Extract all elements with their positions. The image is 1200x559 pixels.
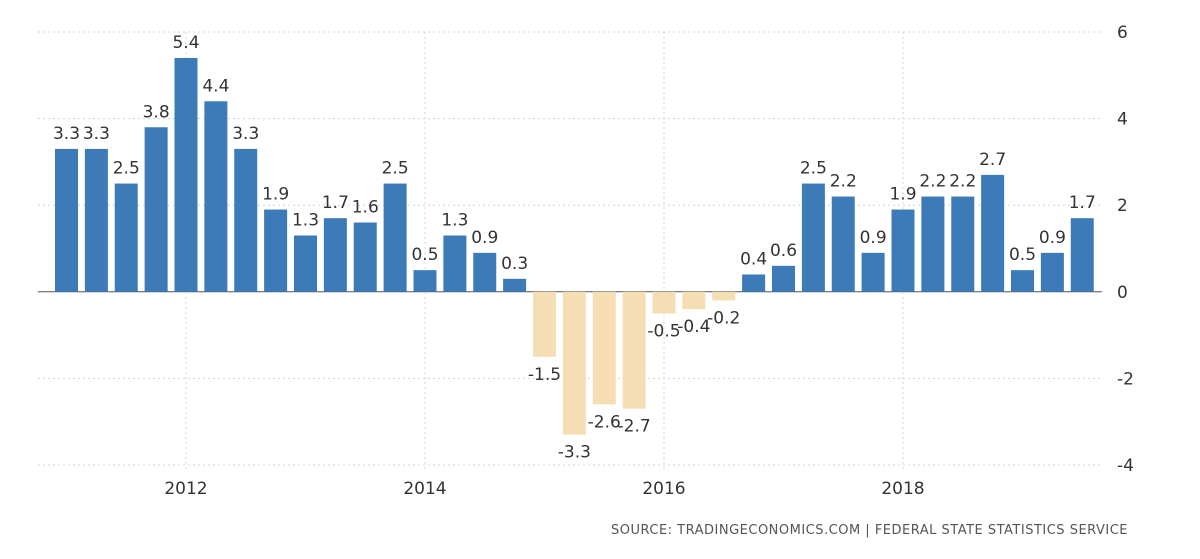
x-tick-label: 2014 [403,479,446,499]
bar [712,291,736,301]
data-label: 0.9 [860,228,887,248]
data-label: 2.5 [382,159,409,179]
data-label: 2.7 [979,150,1006,170]
data-label: -0.4 [677,317,710,337]
bars [55,57,1094,435]
data-label: -2.6 [588,412,621,432]
bar [592,291,616,405]
x-tick-label: 2012 [164,479,207,499]
bar [652,291,676,314]
bar [84,148,108,292]
data-label: 5.4 [172,33,199,53]
data-label: -0.2 [707,308,740,328]
bar [921,196,945,292]
bar [443,235,467,292]
y-tick-label: -4 [1117,456,1134,476]
bar [622,291,646,409]
bar [264,209,288,292]
data-label: 0.3 [501,254,528,274]
bar [353,222,377,292]
bar [1011,270,1034,292]
bar [144,127,168,292]
bar [772,265,795,292]
y-axis: 6 4 2 0 -2 -4 [1117,23,1134,476]
bar [473,252,497,292]
data-label: 1.9 [889,185,916,205]
y-tick-label: -2 [1117,369,1134,389]
bar [891,209,915,292]
bar [562,291,586,435]
data-labels: 3.3 3.32.53.85.44.43.31.91.31.7 1.62.50.51… [53,33,1096,463]
data-label: 1.7 [1069,193,1096,213]
data-label: 3.3 [53,124,80,144]
bar [323,218,347,292]
bar [831,196,855,292]
bar [1040,252,1064,292]
bar [383,183,407,292]
x-tick-label: 2016 [642,479,685,499]
bar [742,274,766,292]
data-label: 1.6 [352,198,379,218]
x-axis: 2012 2014 2016 2018 [164,32,925,499]
data-label: 0.4 [740,249,767,269]
y-tick-label: 6 [1117,23,1128,43]
data-label: 0.5 [1009,245,1036,265]
bar [981,174,1005,292]
data-label: -3.3 [558,443,591,463]
y-tick-label: 0 [1117,283,1128,303]
data-label: -2.7 [618,417,651,437]
bar [234,148,258,292]
y-tick-label: 4 [1117,110,1128,130]
bar [503,278,527,292]
source-note: SOURCE: TRADINGECONOMICS.COM | FEDERAL S… [610,523,1128,538]
bar [204,101,228,292]
bar [114,183,138,292]
data-label: 1.7 [322,193,349,213]
data-label: 2.5 [113,159,140,179]
data-label: 3.8 [143,102,170,122]
data-label: 2.5 [800,159,827,179]
bar [413,270,437,292]
data-label: 3.3 [83,124,110,144]
data-label: 2.2 [949,172,976,192]
data-label: 0.9 [1039,228,1066,248]
data-label: 2.2 [919,172,946,192]
y-tick-label: 2 [1117,196,1128,216]
data-label: -1.5 [528,365,561,385]
bar [861,252,885,292]
data-label: -0.5 [647,321,680,341]
data-label: 0.6 [770,241,797,261]
bar [55,148,78,292]
bar-chart: 2012 2014 2016 2018 3.3 3.32.53.85.44.43.31.… [38,23,1134,499]
data-label: 4.4 [202,76,229,96]
bar [533,291,556,357]
bar [1070,218,1094,292]
bar [682,291,706,310]
data-label: 1.3 [292,211,319,231]
data-label: 2.2 [830,172,857,192]
data-label: 1.3 [441,211,468,231]
bar [801,183,825,292]
bar [174,57,198,292]
data-label: 3.3 [232,124,259,144]
data-label: 0.9 [471,228,498,248]
data-label: 0.5 [411,245,438,265]
bar [951,196,975,292]
data-label: 1.9 [262,185,289,205]
bar [294,235,317,292]
x-tick-label: 2018 [881,479,924,499]
